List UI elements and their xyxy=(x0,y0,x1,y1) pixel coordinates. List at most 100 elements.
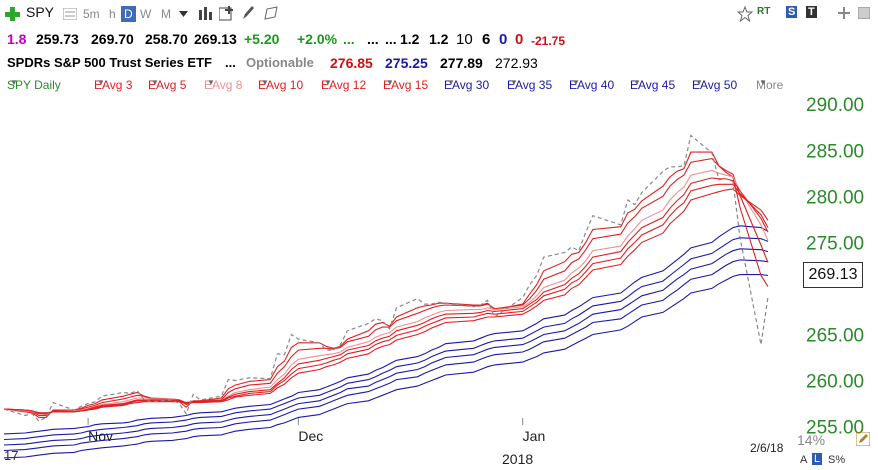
zoom-pct[interactable]: 14% xyxy=(797,432,826,448)
t-icon[interactable]: T xyxy=(806,6,817,18)
quote-change-pct: +2.0% xyxy=(297,31,338,47)
x-tick-label: Dec xyxy=(298,428,323,444)
date-label: 2/6/18 xyxy=(750,441,784,455)
chart-series xyxy=(3,134,769,459)
study-more-label: More xyxy=(756,78,784,92)
info-p1: 276.85 xyxy=(330,55,373,71)
symbol-label[interactable]: SPY xyxy=(26,4,55,20)
quote-num: 1.8 xyxy=(7,31,27,47)
security-name: SPDRs S&P 500 Trust Series ETF xyxy=(7,55,212,70)
info-p4: 272.93 xyxy=(495,55,538,71)
chevron-down-icon: ▼ xyxy=(447,78,455,87)
interval-m[interactable]: M xyxy=(161,7,171,21)
study-label: EAvg 3 xyxy=(94,78,133,92)
add-study-icon[interactable] xyxy=(219,6,235,22)
info-row: SPDRs S&P 500 Trust Series ETF ... Optio… xyxy=(0,52,878,74)
chevron-down-icon[interactable] xyxy=(179,11,188,17)
series-line-eavg-45 xyxy=(3,259,769,452)
series-line-eavg-5 xyxy=(3,158,769,417)
interval-5m[interactable]: 5m xyxy=(83,7,100,21)
study-label: EAvg 35 xyxy=(507,78,553,92)
info-p2: 275.25 xyxy=(385,55,428,71)
quote-v6: 0 xyxy=(515,31,524,48)
series-line-eavg-15 xyxy=(3,188,769,414)
bar-chart-icon[interactable] xyxy=(198,6,214,20)
y-tick-label: 290.00 xyxy=(806,95,864,116)
interval-w[interactable]: W xyxy=(140,7,152,21)
series-line-spy-daily xyxy=(3,134,769,422)
quote-row: 1.8 259.73 269.70 258.70 269.13 +5.20 +2… xyxy=(0,28,878,50)
x-tick-label: Jan xyxy=(523,428,546,444)
rt-icon[interactable]: RT xyxy=(757,6,771,17)
star-icon[interactable] xyxy=(737,6,753,22)
toolbar: SPY 5m h D W M RT S T xyxy=(0,0,878,28)
series-line-eavg-10 xyxy=(3,177,769,415)
study-label: EAvg 40 xyxy=(569,78,615,92)
series-line-eavg-30 xyxy=(3,225,769,435)
info-p3: 277.89 xyxy=(440,55,483,71)
quote-v2: 1.2 xyxy=(429,31,449,47)
study-label: EAvg 8 xyxy=(204,78,243,92)
quote-v4: 6 xyxy=(482,31,491,48)
y-tick-label: 255.00 xyxy=(806,418,864,439)
study-label: EAvg 12 xyxy=(321,78,367,92)
y-tick-label: 260.00 xyxy=(806,372,864,393)
quote-v7: -21.75 xyxy=(531,34,566,48)
quote-low: 258.70 xyxy=(145,31,188,47)
studies-row: SPY Daily ▼ EAvg 3 ▼ EAvg 5 ▼ EAvg 8 ▼ EAvg … xyxy=(0,74,800,94)
quote-dots-1: ... xyxy=(343,31,355,47)
chevron-down-icon: ▼ xyxy=(151,78,159,87)
quote-v3: 10 xyxy=(456,31,473,48)
axis-a-button[interactable]: A xyxy=(800,454,808,466)
y-tick-label: 275.00 xyxy=(806,233,864,254)
study-label: EAvg 30 xyxy=(444,78,490,92)
list-icon[interactable] xyxy=(63,8,77,20)
chevron-down-icon: ▼ xyxy=(572,78,580,87)
quote-v5: 0 xyxy=(499,31,508,48)
bottom-left-label: 17 xyxy=(4,448,19,463)
quote-close: 269.13 xyxy=(194,31,237,47)
axis-log-button[interactable]: L xyxy=(812,453,823,465)
chevron-down-icon: ▼ xyxy=(633,78,641,87)
note-icon[interactable] xyxy=(264,6,278,20)
study-label: EAvg 45 xyxy=(630,78,676,92)
quote-change: +5.20 xyxy=(244,31,280,47)
optionable-label: Optionable xyxy=(246,55,314,70)
last-price-label: 269.13 xyxy=(803,262,863,288)
study-label: EAvg 50 xyxy=(692,78,738,92)
chevron-down-icon: ▼ xyxy=(207,78,215,87)
chevron-down-icon: ▼ xyxy=(759,78,767,87)
y-axis: 290.00 285.00 280.00 275.00 265.00 260.00 255.… xyxy=(806,95,864,438)
interval-h[interactable]: h xyxy=(109,7,116,21)
axis-pct-button[interactable]: S% xyxy=(828,454,846,466)
y-tick-label: 265.00 xyxy=(806,325,864,346)
add-symbol-icon[interactable] xyxy=(4,6,20,22)
chevron-down-icon: ▼ xyxy=(695,78,703,87)
interval-d[interactable]: D xyxy=(121,6,136,22)
info-dots: ... xyxy=(225,55,236,70)
window-icon[interactable] xyxy=(858,7,870,19)
series-line-eavg-40 xyxy=(3,248,769,446)
year-label: 2018 xyxy=(502,451,533,467)
edit-icon[interactable] xyxy=(856,432,870,446)
quote-v1: 1.2 xyxy=(400,31,420,47)
series-line-eavg-12 xyxy=(3,183,769,415)
study-label: SPY Daily xyxy=(7,78,61,92)
y-tick-label: 280.00 xyxy=(806,187,864,208)
quote-high: 269.70 xyxy=(91,31,134,47)
chevron-down-icon: ▼ xyxy=(261,78,269,87)
series-line-eavg-35 xyxy=(3,237,769,441)
quote-dots-2: ... xyxy=(367,31,379,47)
s-icon[interactable]: S xyxy=(786,6,798,18)
move-icon[interactable] xyxy=(838,7,850,19)
study-label: EAvg 5 xyxy=(148,78,187,92)
series-line-eavg-8 xyxy=(3,169,769,416)
quote-dots-3: ... xyxy=(385,31,397,47)
chevron-down-icon: ▼ xyxy=(324,78,332,87)
pencil-icon[interactable] xyxy=(241,5,255,21)
series-line-eavg-50 xyxy=(3,274,769,459)
study-label: EAvg 10 xyxy=(258,78,304,92)
chevron-down-icon: ▼ xyxy=(10,78,18,87)
